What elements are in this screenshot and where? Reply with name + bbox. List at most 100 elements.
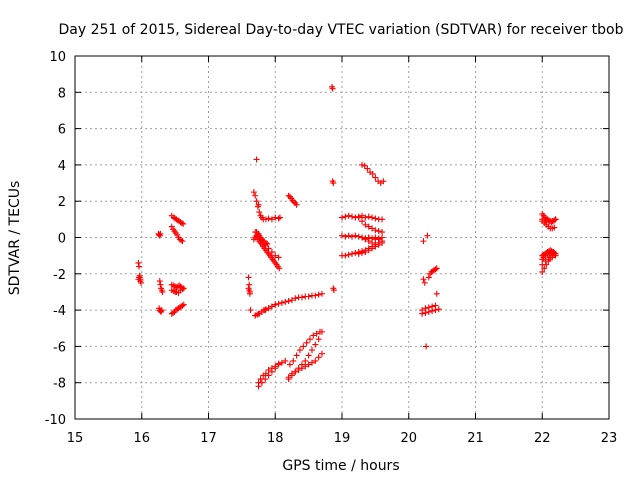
- data-point: [268, 365, 275, 372]
- data-point: [276, 265, 283, 272]
- data-point: [372, 227, 379, 234]
- data-point: [541, 265, 548, 272]
- data-point: [282, 357, 289, 364]
- y-tick-label: -6: [53, 340, 66, 355]
- data-point: [329, 85, 336, 92]
- data-point: [305, 293, 312, 300]
- data-point: [355, 233, 362, 240]
- data-point: [369, 225, 376, 232]
- data-point: [285, 298, 292, 305]
- data-point: [156, 231, 163, 238]
- data-point: [345, 212, 352, 219]
- data-point: [252, 192, 259, 199]
- data-point: [265, 366, 272, 373]
- data-point: [355, 214, 362, 221]
- data-point: [424, 232, 431, 239]
- data-point: [361, 162, 368, 169]
- data-point: [293, 352, 300, 359]
- x-tick-labels: 15 16 17 18 19 20 21 22 23: [67, 431, 618, 446]
- data-point: [290, 357, 297, 364]
- data-point: [365, 213, 372, 220]
- data-point: [312, 292, 319, 299]
- data-point: [379, 216, 386, 223]
- data-point: [545, 219, 552, 226]
- data-point: [423, 343, 430, 350]
- data-point: [369, 170, 376, 177]
- data-point: [345, 251, 352, 258]
- data-point: [305, 361, 312, 368]
- data-point: [137, 276, 144, 283]
- data-point: [422, 309, 429, 316]
- data-point: [272, 252, 279, 259]
- data-point: [365, 234, 372, 241]
- data-point: [170, 288, 177, 295]
- data-point: [262, 370, 269, 377]
- x-tick-label: 15: [67, 431, 84, 446]
- x-tick-label: 21: [467, 431, 484, 446]
- data-point: [359, 161, 366, 168]
- data-point: [550, 249, 557, 256]
- data-point: [339, 232, 345, 239]
- data-point: [180, 220, 187, 227]
- y-tick-label: -4: [53, 304, 66, 319]
- data-point: [372, 215, 379, 222]
- data-point: [539, 268, 546, 275]
- data-point: [312, 341, 319, 348]
- data-point: [292, 295, 299, 302]
- data-point: [315, 354, 322, 361]
- data-point: [306, 336, 313, 343]
- data-point: [359, 212, 366, 219]
- data-point: [420, 276, 427, 283]
- data-point: [425, 274, 432, 281]
- data-point: [345, 232, 352, 239]
- data-point: [375, 228, 382, 235]
- data-point: [342, 252, 349, 259]
- data-point: [552, 252, 559, 259]
- chart-title: Day 251 of 2015, Sidereal Day-to-day VTE…: [58, 22, 623, 38]
- data-point: [290, 199, 297, 206]
- data-point: [156, 278, 163, 285]
- data-point: [178, 219, 185, 226]
- data-point: [429, 308, 436, 315]
- data-point: [308, 359, 315, 366]
- data-point: [359, 218, 366, 225]
- data-point: [349, 250, 356, 257]
- data-point: [295, 366, 302, 373]
- data-point: [286, 361, 293, 368]
- data-point: [365, 247, 372, 254]
- data-point: [420, 238, 427, 245]
- data-point: [174, 231, 181, 238]
- x-tick-label: 16: [133, 431, 150, 446]
- data-point: [247, 307, 254, 314]
- data-point: [135, 259, 142, 266]
- data-point: [315, 336, 322, 343]
- data-point: [352, 249, 359, 256]
- data-point: [316, 328, 323, 335]
- x-tick-label: 23: [601, 431, 618, 446]
- data-point: [278, 299, 285, 306]
- data-point: [256, 209, 263, 216]
- data-point: [342, 213, 349, 220]
- data-point: [352, 232, 359, 239]
- data-point: [265, 215, 272, 222]
- data-point: [288, 370, 295, 377]
- data-point: [312, 357, 319, 364]
- data-point: [246, 287, 253, 294]
- data-point: [539, 261, 546, 268]
- data-point: [255, 379, 262, 386]
- data-point: [180, 285, 187, 292]
- data-point: [158, 307, 165, 314]
- data-point: [318, 290, 325, 297]
- data-point: [278, 359, 285, 366]
- data-point: [379, 229, 386, 236]
- data-point: [349, 213, 356, 220]
- y-tick-label: -8: [53, 377, 66, 392]
- data-point: [551, 224, 558, 231]
- data-points: [135, 83, 559, 390]
- data-point: [245, 274, 252, 281]
- data-point: [275, 300, 282, 307]
- x-tick-label: 22: [534, 431, 551, 446]
- data-point: [246, 290, 253, 297]
- data-point: [362, 235, 369, 242]
